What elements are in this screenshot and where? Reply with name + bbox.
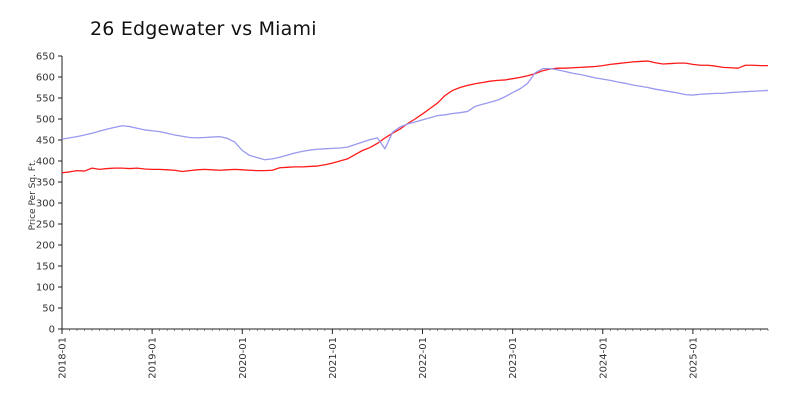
y-axis-title: Price Per Sq. Ft. — [28, 160, 38, 231]
y-tick-label: 150 — [36, 262, 55, 273]
x-tick-label: 2022-01 — [418, 337, 429, 379]
series-line-1 — [61, 60, 768, 174]
x-tick-label: 2020-01 — [238, 337, 249, 379]
y-tick-label: 250 — [36, 220, 55, 231]
x-tick-label: 2018-01 — [58, 337, 69, 379]
y-tick-label: 0 — [49, 325, 55, 336]
y-axis: 0 50 100 150 200 250 300 350 400 450 500 550 600 650 — [36, 52, 63, 336]
chart-title: 26 Edgewater vs Miami — [90, 18, 317, 40]
x-axis: 2018-01 2019-01 2020-01 2021-01 2022-01 2023-… — [58, 328, 769, 379]
y-tick-label: 50 — [42, 304, 55, 315]
y-tick-label: 350 — [36, 178, 55, 189]
x-tick-label: 2023-01 — [508, 337, 519, 379]
y-tick-label: 600 — [36, 73, 55, 84]
y-tick-label: 450 — [36, 136, 55, 147]
y-tick-label: 300 — [36, 199, 55, 210]
y-tick-label: 400 — [36, 157, 55, 168]
y-tick-label: 500 — [36, 115, 55, 126]
x-tick-label: 2021-01 — [328, 337, 339, 379]
y-tick-label: 650 — [36, 52, 55, 63]
y-tick-label: 550 — [36, 94, 55, 105]
y-tick-label: 200 — [36, 241, 55, 252]
x-tick-label: 2019-01 — [148, 337, 159, 379]
y-tick-label: 100 — [36, 283, 55, 294]
series-layer — [61, 60, 769, 174]
series-line-2 — [61, 67, 769, 161]
x-tick-label: 2025-01 — [688, 337, 699, 379]
x-tick-label: 2024-01 — [598, 337, 609, 379]
